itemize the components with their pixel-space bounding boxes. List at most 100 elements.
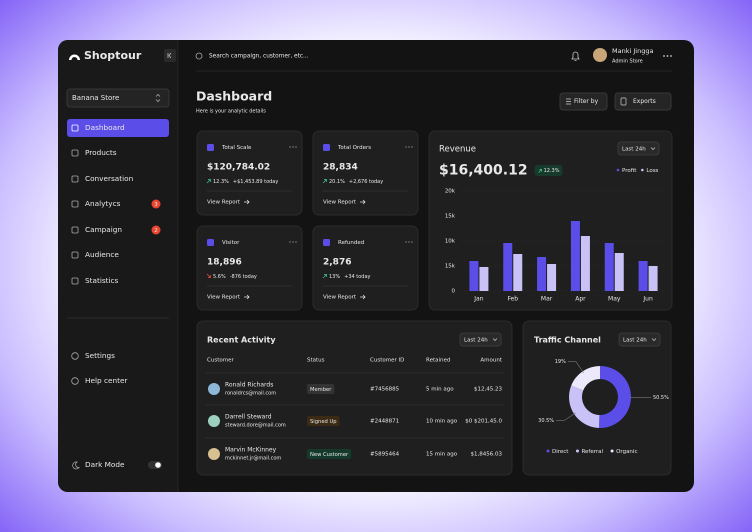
stat-change: 13%	[329, 274, 340, 280]
stat-icon	[323, 239, 330, 246]
stat-value: $120,784.02	[207, 163, 270, 173]
menu-dot	[670, 55, 672, 57]
customer-id: #5895464	[370, 452, 400, 458]
status-label: New Customer	[310, 452, 349, 458]
stat-delta: +34 today	[344, 274, 370, 280]
search-input[interactable]: Search campaign, customer, etc...	[209, 54, 309, 60]
view-report-link[interactable]: View Report	[207, 200, 241, 206]
card	[196, 320, 513, 476]
filter-label: Filter by	[574, 98, 599, 105]
export-button[interactable]	[614, 92, 672, 111]
column-header: Retained	[426, 358, 450, 364]
retained: 5 min ago	[426, 387, 454, 393]
nav-icon	[71, 226, 79, 234]
legend-dot	[546, 449, 550, 453]
filter-button[interactable]	[559, 92, 608, 111]
nav-item[interactable]: Products	[85, 148, 117, 157]
stat-change: 12.3%	[213, 179, 229, 185]
nav-item[interactable]: Conversation	[85, 174, 133, 183]
menu-dot	[295, 241, 297, 243]
bar	[503, 243, 513, 291]
nav-item[interactable]: Analytycs	[85, 199, 121, 208]
nav-item[interactable]: Statistics	[85, 276, 119, 285]
x-tick-label: Feb	[507, 296, 518, 303]
badge-count: 2	[154, 228, 158, 234]
page-title: Dashboard	[196, 89, 272, 104]
link-arrow	[360, 199, 366, 205]
leader-line	[556, 412, 576, 421]
period-select[interactable]	[459, 332, 502, 347]
legend-dot	[575, 449, 579, 453]
menu-dot	[405, 241, 407, 243]
period-select[interactable]	[618, 332, 661, 347]
customer-avatar	[208, 415, 220, 427]
link-arrow	[244, 294, 250, 300]
x-tick-label: Apr	[575, 296, 586, 303]
y-tick-label: 0	[452, 289, 456, 295]
revenue-total: $16,400	[439, 163, 503, 179]
menu-dot	[292, 241, 294, 243]
stat-icon	[323, 144, 330, 151]
view-report-link[interactable]: View Report	[207, 295, 241, 301]
stat-value: 18,896	[207, 258, 242, 268]
customer-avatar	[208, 448, 220, 460]
chevron	[155, 93, 161, 103]
nav-icon	[71, 277, 79, 285]
x-tick-label: May	[608, 296, 621, 303]
customer-name: Ronald Richards	[225, 382, 273, 389]
collapse-icon	[167, 52, 172, 59]
view-report-link[interactable]: View Report	[323, 295, 357, 301]
menu-dot	[411, 241, 413, 243]
bar	[513, 254, 523, 291]
trend-arrow	[538, 169, 542, 173]
bar	[648, 266, 658, 291]
trend-arrow	[322, 179, 327, 184]
stat-change: 5.6%	[213, 274, 226, 280]
customer-email: mckinnet.jr@mail.com	[225, 456, 281, 462]
nav-item[interactable]: Audience	[85, 250, 119, 259]
collapse-button[interactable]	[164, 49, 176, 62]
menu-dot	[663, 55, 665, 57]
legend-label: Direct	[552, 449, 569, 455]
column-header: Amount	[480, 358, 502, 364]
period-select[interactable]	[617, 141, 660, 156]
nav-item[interactable]: Help center	[85, 376, 127, 385]
nav-item[interactable]: Settings	[85, 351, 115, 360]
export-label: Exports	[633, 98, 656, 105]
bar	[570, 221, 580, 291]
stat-value: 28,834	[323, 163, 358, 173]
status-label: Signed Up	[310, 419, 337, 425]
chevron	[492, 338, 498, 342]
link-arrow	[244, 199, 250, 205]
nav-item[interactable]: Campaign	[85, 225, 122, 234]
trend-arrow	[206, 179, 211, 184]
legend-label: Referral	[581, 449, 603, 455]
stat-delta: -876 today	[230, 274, 257, 280]
customer-name: Marvin McKinney	[225, 447, 277, 454]
search-icon	[195, 52, 203, 60]
period-label: Last 24h	[623, 337, 647, 343]
customer-id: #7456885	[370, 387, 400, 393]
store-select[interactable]	[66, 88, 170, 108]
amount: $1,8456.03	[471, 452, 503, 458]
x-tick-label: Jun	[642, 296, 653, 303]
status-chip	[307, 449, 352, 459]
nav-item[interactable]: Dashboard	[85, 123, 125, 132]
stat-label: Total Orders	[337, 145, 371, 151]
column-header: Customer ID	[370, 358, 404, 364]
nav-icon	[71, 149, 79, 157]
customer-avatar	[208, 383, 220, 395]
card	[196, 225, 303, 311]
trend-arrow	[206, 273, 211, 278]
column-header: Customer	[207, 358, 234, 364]
bar	[469, 261, 479, 291]
customer-id: #2448871	[370, 419, 399, 425]
nav-active[interactable]	[67, 119, 169, 137]
view-report-link[interactable]: View Report	[323, 200, 357, 206]
card	[196, 130, 303, 216]
legend-label: Profit	[622, 168, 637, 174]
legend-dot	[641, 168, 644, 172]
legend-dot	[610, 449, 614, 453]
column-header: Status	[307, 358, 325, 364]
